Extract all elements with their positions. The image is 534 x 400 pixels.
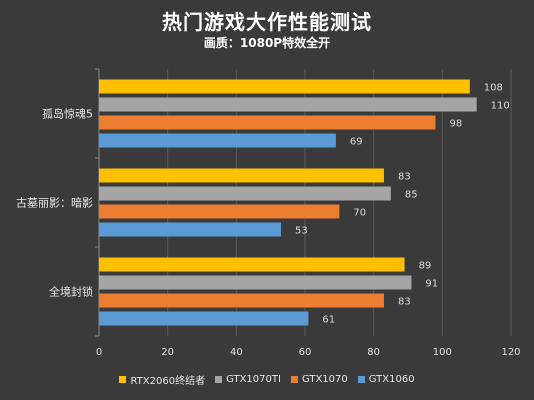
bar (99, 186, 391, 201)
x-tick-label: 120 (501, 347, 520, 358)
legend-item: GTX1070 (290, 372, 348, 387)
chart-title: 热门游戏大作性能测试 (162, 10, 372, 34)
x-tick-label: 100 (433, 347, 452, 358)
data-label: 91 (425, 279, 438, 290)
data-label: 69 (350, 137, 363, 148)
bar (99, 222, 281, 237)
y-category-label: 全境封锁 (49, 285, 93, 299)
bar (99, 97, 477, 112)
x-tick-label: 0 (96, 347, 102, 358)
legend-swatch (290, 376, 298, 383)
bar (99, 204, 340, 219)
data-label: 83 (398, 297, 411, 308)
data-label: 89 (419, 261, 432, 272)
data-label: 83 (398, 172, 411, 183)
bar (99, 115, 436, 130)
legend-item: RTX2060终结者 (119, 372, 205, 387)
data-label: 61 (322, 315, 335, 326)
chart-subtitle: 画质：1080P特效全开 (203, 36, 331, 50)
legend-swatch (215, 376, 223, 383)
legend-swatch (357, 376, 365, 383)
y-category-label: 孤岛惊魂5 (42, 107, 93, 121)
bar (99, 293, 384, 308)
bar (99, 133, 336, 148)
x-tick-label: 60 (299, 347, 312, 358)
legend: RTX2060终结者 GTX1070TI GTX1070 GTX1060 (0, 372, 534, 387)
legend-swatch (119, 376, 127, 383)
bar (99, 275, 412, 290)
x-tick-label: 80 (367, 347, 380, 358)
bar (99, 168, 384, 183)
legend-label: GTX1060 (368, 374, 415, 385)
data-label: 53 (295, 226, 308, 237)
bar (99, 79, 470, 94)
data-label: 98 (449, 119, 462, 130)
x-tick-label: 40 (230, 347, 243, 358)
bar (99, 257, 405, 272)
legend-label: RTX2060终结者 (130, 376, 206, 387)
y-category-label: 古墓丽影：暗影 (16, 196, 93, 210)
data-label: 85 (405, 190, 418, 201)
data-label: 70 (353, 208, 366, 219)
bar (99, 311, 309, 326)
legend-item: GTX1060 (357, 372, 415, 387)
data-label: 110 (491, 101, 510, 112)
legend-label: GTX1070TI (226, 374, 281, 385)
data-label: 108 (484, 83, 503, 94)
legend-item: GTX1070TI (215, 372, 281, 387)
legend-label: GTX1070 (301, 374, 348, 385)
x-tick-label: 20 (161, 347, 174, 358)
